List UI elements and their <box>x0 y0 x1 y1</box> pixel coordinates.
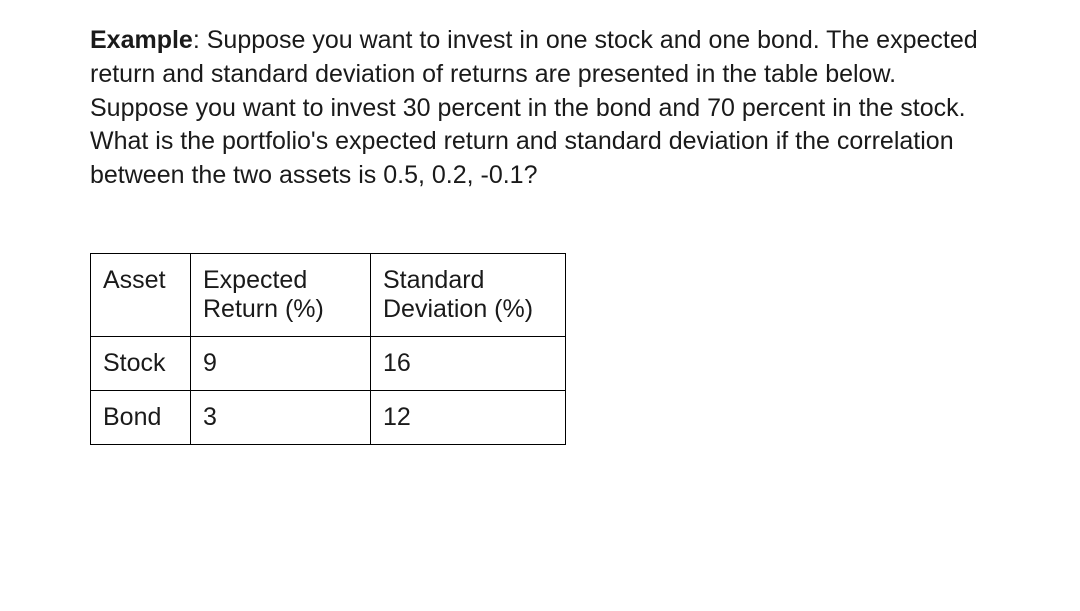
header-asset: Asset <box>91 253 191 336</box>
example-text: : Suppose you want to invest in one stoc… <box>90 26 978 189</box>
header-expected-return: Expected Return (%) <box>191 253 371 336</box>
cell-expected-return: 9 <box>191 336 371 390</box>
example-label: Example <box>90 26 193 54</box>
example-paragraph: Example: Suppose you want to invest in o… <box>90 24 990 193</box>
cell-std-dev: 16 <box>371 336 566 390</box>
cell-std-dev: 12 <box>371 390 566 444</box>
cell-expected-return: 3 <box>191 390 371 444</box>
cell-asset: Bond <box>91 390 191 444</box>
cell-asset: Stock <box>91 336 191 390</box>
asset-table: Asset Expected Return (%) Standard Devia… <box>90 253 566 445</box>
header-std-dev: Standard Deviation (%) <box>371 253 566 336</box>
table-row: Bond 3 12 <box>91 390 566 444</box>
table-header-row: Asset Expected Return (%) Standard Devia… <box>91 253 566 336</box>
table-row: Stock 9 16 <box>91 336 566 390</box>
